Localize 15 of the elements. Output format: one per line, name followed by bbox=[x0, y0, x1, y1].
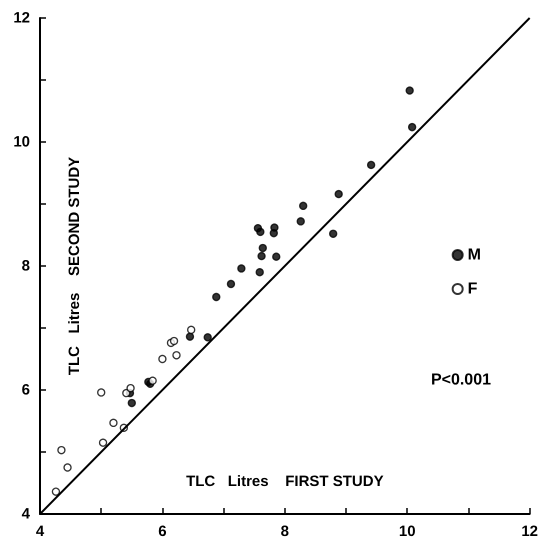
x-tick-label: 6 bbox=[158, 523, 167, 540]
annotation: P<0.001 bbox=[430, 372, 492, 388]
y-tick-label: 8 bbox=[22, 258, 30, 274]
x-tick-label: 8 bbox=[280, 523, 289, 540]
y-tick-label: 12 bbox=[13, 10, 30, 26]
legend-label: F bbox=[468, 280, 478, 298]
y-tick-label: 10 bbox=[13, 134, 30, 150]
x-tick-label: 4 bbox=[36, 523, 45, 540]
legend-label: M bbox=[468, 246, 481, 264]
x-tick-label: 10 bbox=[398, 523, 416, 540]
y-axis-title: TLC Litres SECOND STUDY bbox=[66, 156, 83, 376]
y-tick-label: 6 bbox=[22, 382, 30, 398]
y-tick-label: 4 bbox=[22, 506, 31, 522]
x-axis-title: TLC Litres FIRST STUDY bbox=[186, 473, 384, 490]
x-tick-label: 12 bbox=[521, 523, 538, 540]
